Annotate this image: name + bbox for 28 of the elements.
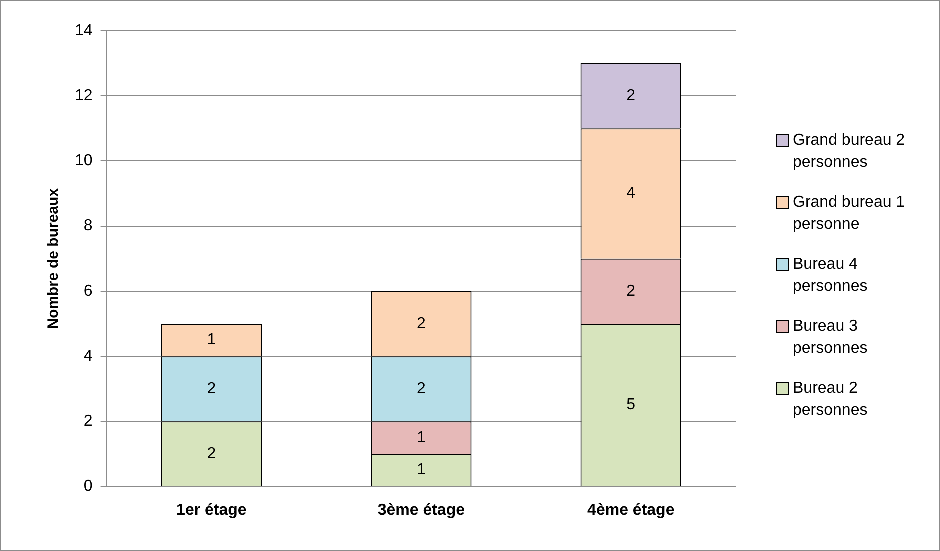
y-tick-label: 10	[75, 152, 93, 170]
data-label: 1	[416, 462, 426, 479]
data-label: 4	[626, 185, 636, 202]
data-label: 2	[207, 380, 216, 398]
legend-label: Grand bureau 2 personnes	[793, 130, 906, 172]
data-label: 2	[416, 380, 426, 398]
data-label: 2	[207, 445, 216, 462]
y-tick-label: 2	[84, 413, 93, 430]
y-tick-label: 12	[75, 88, 93, 105]
data-label: 2	[416, 315, 426, 332]
x-tick-label: 1er étage	[176, 502, 247, 519]
legend-label: Bureau 3 personnes	[793, 316, 869, 358]
x-tick-label: 4ème étage	[588, 502, 675, 519]
legend-label: Bureau 2 personnes	[793, 378, 869, 420]
y-tick-label: 6	[84, 282, 93, 300]
data-label: 1	[416, 429, 426, 446]
y-tick-label: 0	[84, 478, 93, 496]
data-label: 1	[207, 332, 216, 349]
y-tick-label: 4	[84, 348, 93, 365]
legend-label: Grand bureau 1 personne	[793, 192, 906, 234]
data-label: 5	[626, 396, 636, 414]
legend-label: Bureau 4 personnes	[793, 254, 869, 296]
y-tick-label: 14	[75, 22, 93, 40]
y-axis-title: Nombre de bureaux	[45, 188, 62, 330]
data-label: 2	[626, 88, 636, 105]
y-tick-label: 8	[84, 218, 93, 235]
data-label: 2	[626, 282, 636, 300]
x-tick-label: 3ème étage	[378, 502, 466, 519]
